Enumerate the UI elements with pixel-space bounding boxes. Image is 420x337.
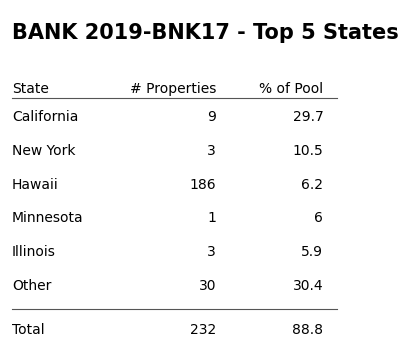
- Text: State: State: [12, 83, 49, 96]
- Text: 88.8: 88.8: [292, 323, 323, 337]
- Text: 1: 1: [207, 211, 216, 225]
- Text: BANK 2019-BNK17 - Top 5 States: BANK 2019-BNK17 - Top 5 States: [12, 23, 399, 43]
- Text: Hawaii: Hawaii: [12, 178, 58, 192]
- Text: 6: 6: [315, 211, 323, 225]
- Text: 30: 30: [199, 279, 216, 293]
- Text: 232: 232: [190, 323, 216, 337]
- Text: California: California: [12, 111, 78, 124]
- Text: New York: New York: [12, 144, 75, 158]
- Text: % of Pool: % of Pool: [259, 83, 323, 96]
- Text: 6.2: 6.2: [302, 178, 323, 192]
- Text: Total: Total: [12, 323, 45, 337]
- Text: 10.5: 10.5: [293, 144, 323, 158]
- Text: 30.4: 30.4: [293, 279, 323, 293]
- Text: 3: 3: [207, 245, 216, 259]
- Text: # Properties: # Properties: [130, 83, 216, 96]
- Text: Minnesota: Minnesota: [12, 211, 84, 225]
- Text: 186: 186: [189, 178, 216, 192]
- Text: Other: Other: [12, 279, 51, 293]
- Text: 3: 3: [207, 144, 216, 158]
- Text: Illinois: Illinois: [12, 245, 56, 259]
- Text: 5.9: 5.9: [302, 245, 323, 259]
- Text: 29.7: 29.7: [293, 111, 323, 124]
- Text: 9: 9: [207, 111, 216, 124]
